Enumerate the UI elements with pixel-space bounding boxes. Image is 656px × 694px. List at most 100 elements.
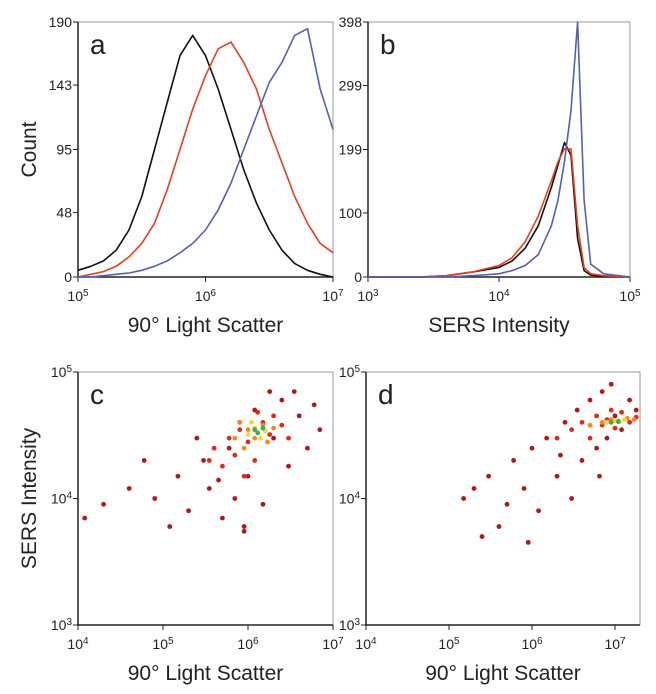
scatter-point: [216, 477, 221, 483]
scatter-point: [317, 427, 323, 433]
scatter-point: [201, 458, 206, 463]
y-tick-label: 0: [64, 269, 72, 285]
y-tick-label: 104: [339, 490, 361, 507]
scatter-point: [206, 458, 212, 463]
scatter-point: [265, 439, 270, 445]
scatter-point: [241, 524, 247, 529]
scatter-point: [260, 425, 266, 431]
x-axis-label: SERS Intensity: [428, 314, 570, 337]
plot-frame: [365, 371, 641, 626]
scatter-point: [486, 473, 492, 479]
scatter-point: [279, 422, 285, 428]
y-tick-label: 190: [49, 14, 73, 30]
scatter-point: [627, 419, 633, 425]
scatter-point: [245, 439, 251, 445]
scatter-point: [245, 427, 251, 433]
x-tick-label: 105: [619, 288, 641, 305]
scatter-point: [569, 496, 575, 501]
scatter-point: [126, 486, 132, 491]
panel-letter: b: [380, 29, 396, 60]
y-tick-label: 103: [51, 617, 73, 634]
y-axis-label: Count: [18, 121, 41, 177]
scatter-point: [587, 435, 593, 441]
scatter-point: [608, 419, 614, 425]
x-tick-label: 104: [67, 636, 89, 653]
scatter-point: [562, 419, 568, 425]
x-tick-label: 103: [357, 288, 379, 305]
y-tick-label: 199: [339, 142, 363, 158]
histogram-line: [77, 34, 334, 278]
panel-letter: c: [90, 379, 104, 410]
scatter-point: [241, 445, 247, 451]
scatter-point: [599, 389, 605, 394]
scatter-point: [599, 419, 605, 425]
scatter-point: [496, 524, 502, 529]
scatter-point: [258, 435, 263, 441]
scatter-point: [255, 430, 261, 436]
y-tick-label: 105: [51, 364, 73, 381]
x-tick-label: 106: [521, 636, 543, 653]
scatter-point: [241, 473, 247, 479]
scatter-point: [186, 508, 191, 514]
scatter-point: [544, 435, 550, 441]
scatter-point: [211, 445, 217, 451]
y-tick-label: 100: [339, 205, 363, 221]
y-tick-label: 299: [339, 77, 363, 93]
scatter-point: [232, 496, 238, 501]
histogram-line: [78, 27, 334, 278]
scatter-point: [232, 452, 238, 458]
scatter-point: [271, 425, 276, 431]
scatter-point: [594, 413, 599, 419]
scatter-point: [271, 435, 276, 441]
scatter-point: [101, 501, 106, 507]
scatter-point: [619, 427, 624, 433]
x-tick-label: 105: [438, 636, 460, 653]
scatter-point: [291, 389, 297, 394]
scatter-point: [194, 435, 200, 441]
scatter-point: [612, 425, 618, 431]
scatter-point: [226, 435, 232, 441]
scatter-point: [594, 445, 599, 451]
scatter-point: [627, 397, 633, 403]
x-axis-label: 90° Light Scatter: [425, 662, 581, 685]
scatter-point: [569, 427, 575, 433]
scatter-point: [579, 419, 585, 425]
scatter-point: [241, 528, 247, 534]
y-tick-label: 48: [56, 205, 72, 221]
scatter-point: [267, 389, 273, 394]
x-tick-label: 107: [604, 636, 626, 653]
x-tick-label: 107: [322, 288, 344, 305]
x-tick-label: 105: [152, 636, 174, 653]
scatter-point: [167, 524, 173, 529]
scatter-point: [175, 473, 181, 479]
y-tick-label: 105: [339, 364, 361, 381]
panel-letter: a: [90, 29, 106, 60]
panel-letter: d: [378, 379, 394, 410]
scatter-point: [82, 515, 88, 521]
y-tick-label: 0: [354, 269, 362, 285]
scatter-point: [597, 473, 602, 479]
x-tick-label: 107: [322, 636, 344, 653]
x-axis-label: 90° Light Scatter: [128, 314, 284, 337]
x-tick-label: 104: [488, 288, 510, 305]
scatter-point: [305, 445, 310, 451]
scatter-point: [558, 452, 563, 458]
y-tick-label: 104: [51, 490, 73, 507]
scatter-point: [604, 419, 610, 425]
scatter-point: [249, 419, 254, 425]
scatter-point: [252, 435, 258, 441]
scatter-point: [152, 496, 158, 501]
x-axis-label: 90° Light Scatter: [128, 662, 284, 685]
y-axis-label: SERS Intensity: [18, 427, 41, 569]
scatter-point: [619, 409, 624, 415]
scatter-point: [587, 397, 593, 403]
scatter-point: [245, 473, 251, 479]
scatter-point: [260, 501, 266, 507]
scatter-point: [554, 473, 560, 479]
plot-frame: [367, 21, 631, 278]
scatter-point: [479, 534, 485, 539]
plot-frame: [77, 371, 334, 626]
scatter-point: [536, 508, 541, 514]
scatter-point: [461, 496, 467, 501]
